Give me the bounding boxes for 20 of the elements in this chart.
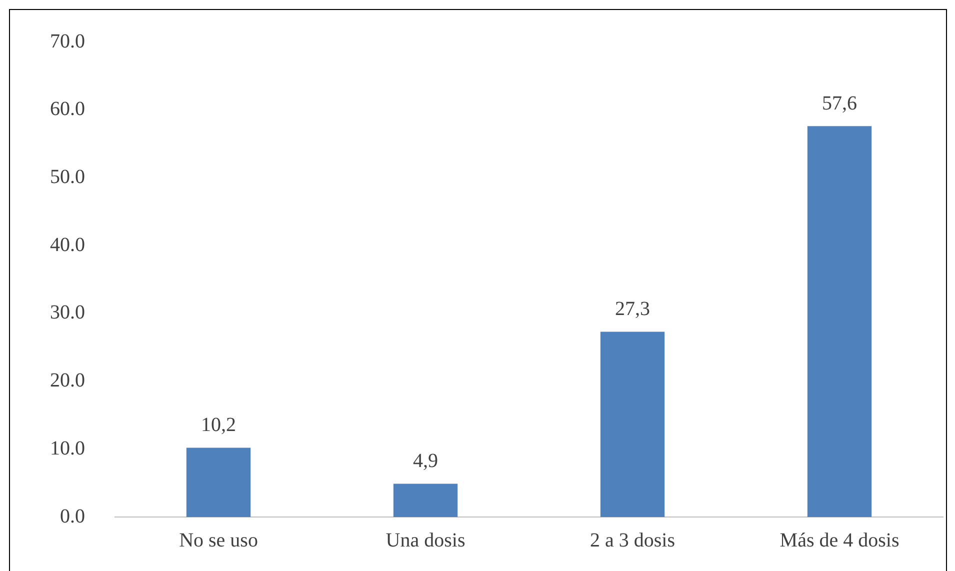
data-label: 27,3	[615, 298, 650, 320]
bar	[393, 484, 458, 517]
y-tick-label: 0.0	[60, 505, 85, 528]
y-tick-label: 60.0	[50, 98, 85, 120]
bar	[186, 448, 251, 517]
y-tick-label: 70.0	[50, 30, 85, 52]
x-tick-label: No se uso	[179, 529, 258, 552]
y-tick-label: 20.0	[50, 370, 85, 392]
data-label: 10,2	[201, 414, 236, 436]
x-tick-label: Una dosis	[386, 529, 466, 552]
data-label: 57,6	[822, 92, 857, 114]
y-tick-label: 30.0	[50, 302, 85, 324]
y-tick-label: 10.0	[50, 437, 85, 460]
data-label: 4,9	[413, 450, 438, 472]
bar	[600, 332, 665, 517]
x-tick-label: Más de 4 dosis	[780, 529, 900, 552]
bar	[807, 126, 872, 517]
y-tick-label: 50.0	[50, 166, 85, 188]
x-tick-label: 2 a 3 dosis	[590, 529, 676, 552]
y-tick-label: 40.0	[50, 234, 85, 256]
